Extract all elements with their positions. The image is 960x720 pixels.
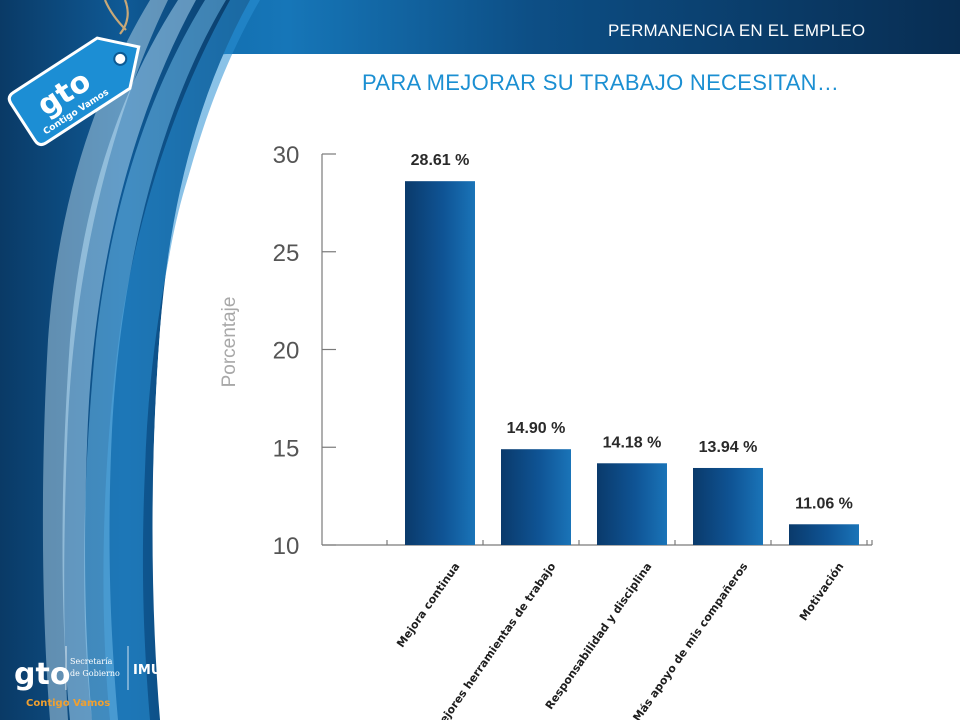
y-tick-label: 15 — [273, 435, 300, 462]
bar — [693, 467, 763, 545]
category-label: Responsabilidad y disciplina — [543, 560, 655, 712]
bar-value-label: 14.18 % — [603, 434, 662, 451]
bar — [789, 524, 859, 545]
footer-org-line1: Secretaría — [70, 657, 113, 666]
slide-title: PARA MEJORAR SU TRABAJO NECESITAN… — [362, 70, 840, 95]
y-tick-label: 20 — [273, 338, 300, 365]
category-label: Más apoyo de mis compañeros — [630, 560, 750, 720]
header-title: PERMANENCIA EN EL EMPLEO — [608, 21, 866, 40]
bar — [405, 181, 475, 545]
footer-brand: gto — [14, 657, 70, 692]
footer-org-line2: de Gobierno — [70, 669, 120, 678]
chart-bars — [405, 181, 859, 545]
gto-tag-logo: gto Contigo Vamos — [7, 0, 141, 147]
bar — [597, 463, 667, 545]
bar-value-label: 14.90 % — [507, 420, 566, 437]
bar-value-label: 13.94 % — [699, 439, 758, 456]
category-label: Mejora continua — [394, 560, 462, 650]
bar-value-label: 28.61 % — [411, 152, 470, 169]
y-tick-label: 25 — [273, 240, 300, 267]
footer-logo: gto Secretaría de Gobierno IMUG Contigo … — [14, 646, 172, 709]
y-axis-label: Porcentaje — [219, 297, 240, 388]
footer-tagline: Contigo Vamos — [26, 698, 110, 709]
y-tick-label: 10 — [273, 533, 300, 560]
footer-unit: IMUG — [133, 663, 172, 678]
y-tick-label: 30 — [273, 142, 300, 169]
bar — [501, 449, 571, 545]
category-label: Motivación — [797, 560, 847, 623]
bar-value-label: 11.06 % — [795, 495, 853, 512]
